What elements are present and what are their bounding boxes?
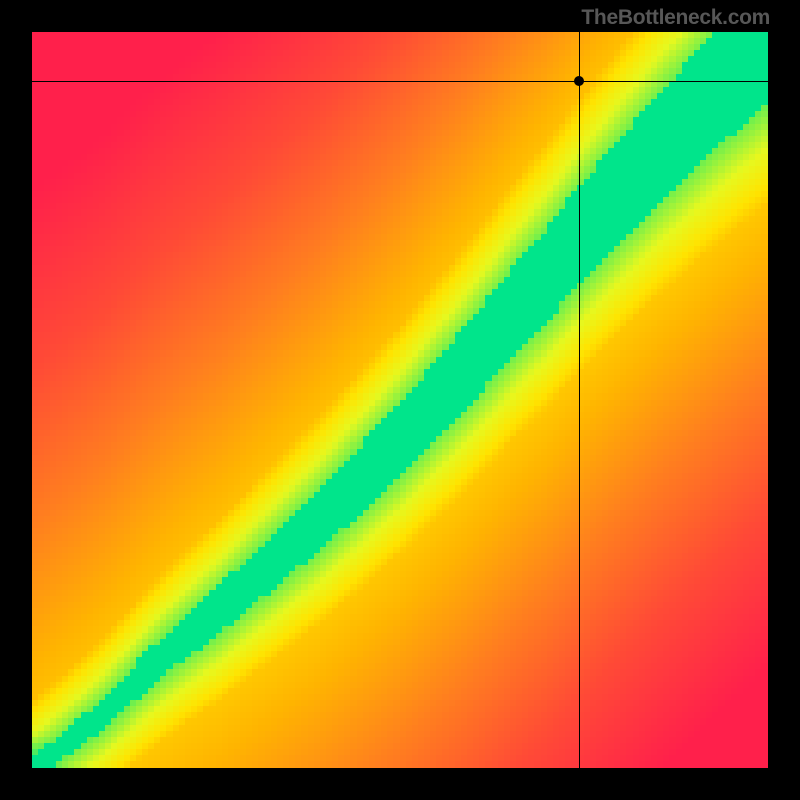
bottleneck-heatmap <box>32 32 768 768</box>
attribution-text: TheBottleneck.com <box>581 6 770 30</box>
heatmap-canvas <box>32 32 768 768</box>
crosshair-marker <box>574 76 584 86</box>
crosshair-horizontal <box>32 81 768 82</box>
crosshair-vertical <box>579 32 580 768</box>
